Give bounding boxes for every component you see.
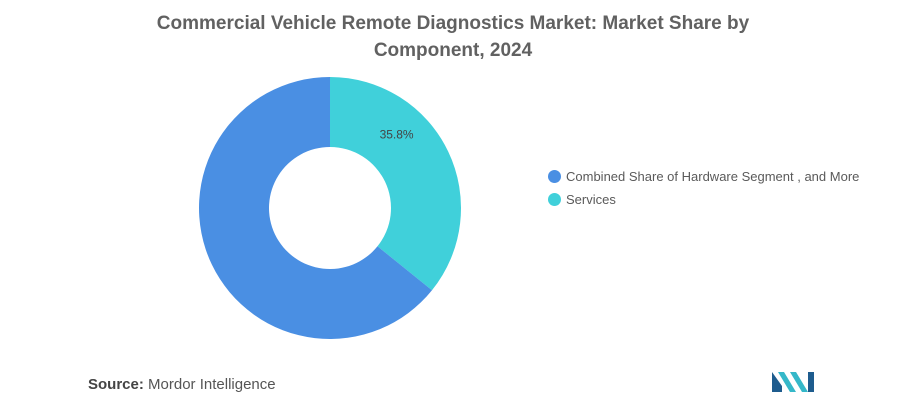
data-label-services: 35.8% <box>380 128 414 142</box>
logo-shape-mid <box>778 372 796 392</box>
source-note: Source: Mordor Intelligence <box>88 376 276 393</box>
source-text: Mordor Intelligence <box>148 376 276 393</box>
legend-swatch-hardware <box>548 170 561 183</box>
chart-title: Commercial Vehicle Remote Diagnostics Ma… <box>156 13 750 61</box>
logo-shape-mid2 <box>790 372 808 392</box>
logo-shape-right <box>808 372 814 392</box>
legend-label-services: Services <box>566 192 616 207</box>
legend-swatch-services <box>548 193 561 206</box>
logo-shape-left <box>772 372 782 392</box>
legend-item-services[interactable]: Services <box>548 191 868 208</box>
legend-label-hardware: Combined Share of Hardware Segment , and… <box>566 169 860 184</box>
mordor-intelligence-logo-icon <box>772 370 818 397</box>
chart-legend: Combined Share of Hardware Segment , and… <box>548 168 868 214</box>
source-label: Source: <box>88 376 144 393</box>
donut-slice-services[interactable] <box>330 77 461 291</box>
legend-item-hardware[interactable]: Combined Share of Hardware Segment , and… <box>548 168 868 185</box>
donut-slice-hardware[interactable] <box>199 77 432 339</box>
